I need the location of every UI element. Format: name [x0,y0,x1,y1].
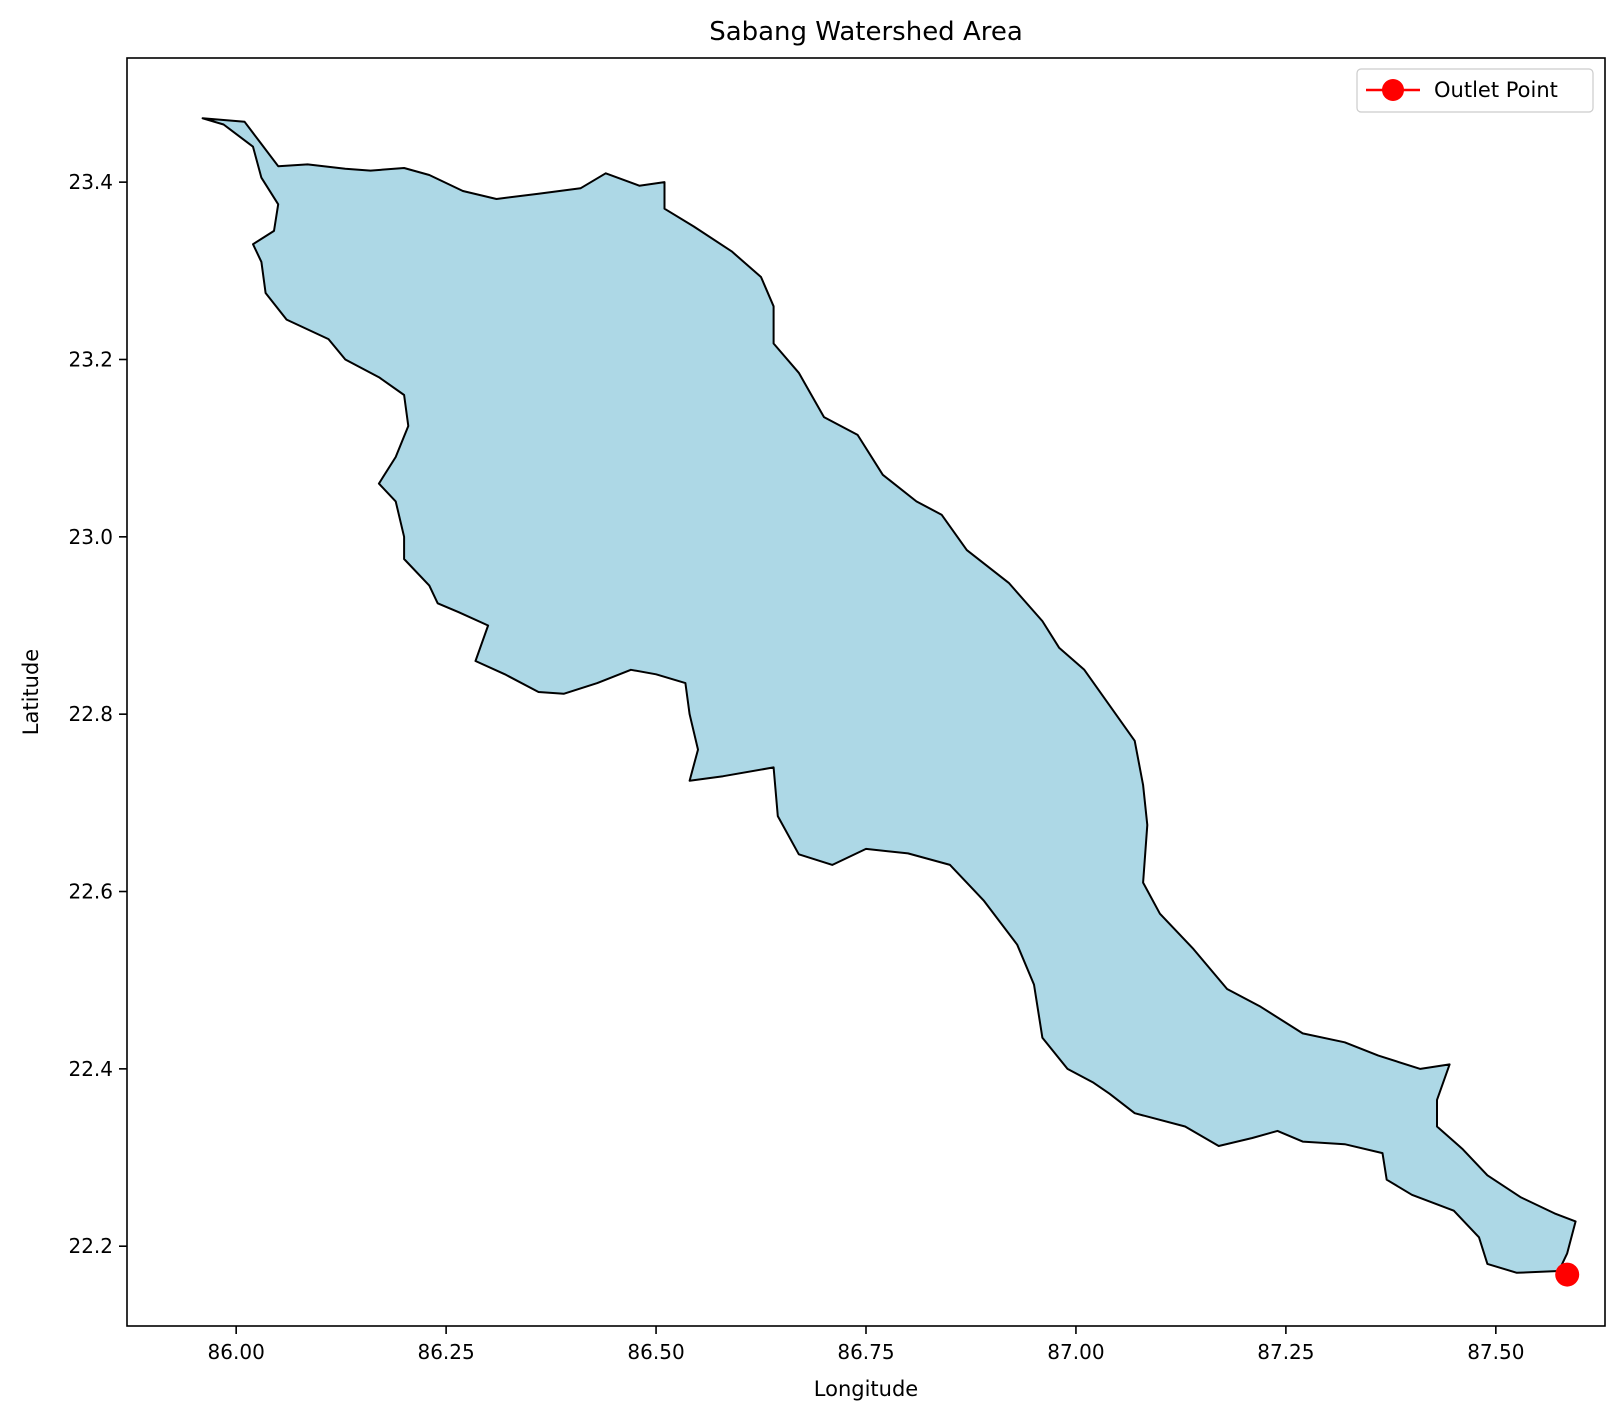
y-axis-ticks: 22.2 22.4 22.6 22.8 23.0 23.2 23.4 [68,170,127,1258]
outlet-point-marker [1555,1262,1580,1287]
x-tick-label: 86.25 [417,1340,474,1364]
legend-box [1356,68,1594,113]
legend-label-outlet-point: Outlet Point [1434,78,1558,102]
y-tick-label: 22.8 [68,702,113,726]
y-tick-label: 22.4 [68,1057,113,1081]
x-axis-label: Longitude [814,1377,918,1401]
y-tick-label: 23.4 [68,170,113,194]
y-tick-label: 22.2 [68,1234,113,1258]
x-tick-label: 87.00 [1047,1340,1104,1364]
x-tick-label: 87.25 [1257,1340,1314,1364]
legend: Outlet Point [1356,68,1594,113]
y-tick-label: 22.6 [68,880,113,904]
x-tick-label: 86.75 [837,1340,894,1364]
plot-area [126,57,1606,1327]
y-tick-label: 23.2 [68,347,113,371]
y-tick-label: 23.0 [68,525,113,549]
x-axis-ticks: 86.00 86.25 86.50 86.75 87.00 87.25 87.50 [208,1326,1524,1364]
legend-marker-swatch [1382,79,1404,101]
y-axis-label: Latitude [19,649,43,735]
x-tick-label: 86.50 [627,1340,684,1364]
x-tick-label: 87.50 [1467,1340,1524,1364]
map-title: Sabang Watershed Area [709,17,1023,47]
watershed-polygon [201,117,1577,1274]
x-tick-label: 86.00 [208,1340,265,1364]
